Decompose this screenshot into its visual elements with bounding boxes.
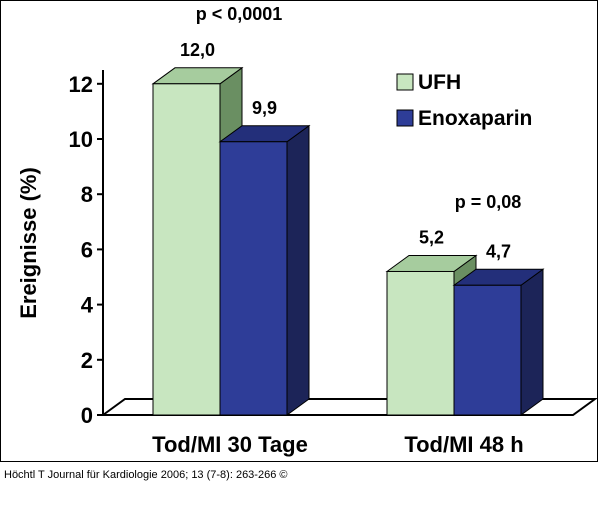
bar-chart: 0 2 4 6 8 10 12 Ereignisse (%) 12,0 9,9 Tod/MI 30 … (16, 4, 599, 457)
bar-side-enoxaparin (520, 268, 544, 416)
data-label-enoxaparin: 4,7 (486, 241, 511, 261)
data-label-ufh: 5,2 (419, 227, 444, 247)
y-tick-label: 10 (69, 127, 93, 152)
bar-ufh (152, 83, 221, 416)
bar-enoxaparin (219, 141, 288, 416)
p-value-annotation: p < 0,0001 (196, 4, 283, 24)
x-tick-label: Tod/MI 48 h (404, 432, 523, 457)
bar-side-enoxaparin (286, 124, 310, 416)
legend-swatch-enoxaparin (396, 109, 414, 127)
x-tick-label: Tod/MI 30 Tage (152, 432, 308, 457)
data-label-enoxaparin: 9,9 (252, 98, 277, 118)
y-tick-label: 6 (81, 237, 93, 262)
data-label-ufh: 12,0 (180, 40, 215, 60)
y-axis-label: Ereignisse (%) (16, 167, 41, 319)
y-tick-label: 2 (81, 348, 93, 373)
y-tick-label: 8 (81, 182, 93, 207)
bar-ufh (386, 270, 455, 416)
p-value-annotation: p = 0,08 (455, 192, 522, 212)
legend-swatch-ufh (396, 73, 414, 91)
chart-frame (0, 0, 598, 462)
y-tick-label: 0 (81, 403, 93, 428)
y-tick-label: 4 (81, 293, 94, 318)
bar-enoxaparin (453, 284, 522, 416)
legend-label-ufh: UFH (418, 71, 461, 94)
source-citation: Höchtl T Journal für Kardiologie 2006; 1… (4, 469, 288, 481)
y-tick-label: 12 (69, 72, 93, 97)
legend-label-enoxaparin: Enoxaparin (418, 107, 532, 130)
